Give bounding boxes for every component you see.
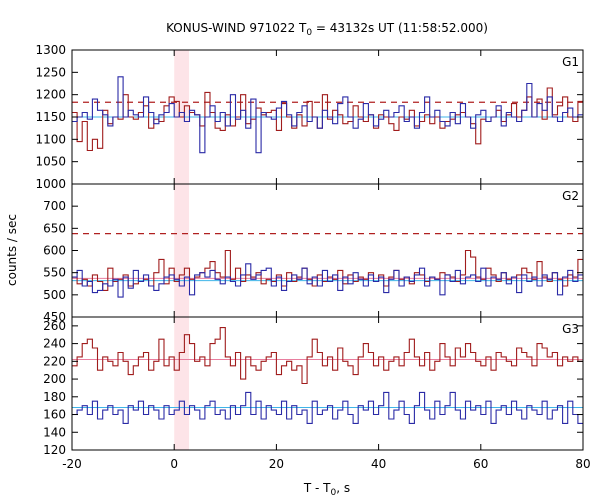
y-tick-label: 140 bbox=[43, 425, 66, 439]
panel-g2: 450 500 550 600 650 700 G2 bbox=[43, 183, 584, 324]
x-tick-label: 40 bbox=[371, 457, 386, 471]
panel-g3: 120 140 160 180 200 220 240 260 G3 bbox=[43, 316, 584, 457]
y-tick-label: 240 bbox=[43, 337, 66, 351]
y-tick-label: 1000 bbox=[35, 177, 66, 191]
y-tick-label: 1200 bbox=[35, 88, 66, 102]
y-tick-label: 450 bbox=[43, 310, 66, 324]
y-tick-label: 180 bbox=[43, 390, 66, 404]
y-tick-label: 200 bbox=[43, 372, 66, 386]
panels-layer: 1000105011001150120012501300G14505005506… bbox=[35, 43, 590, 471]
x-tick-label: 0 bbox=[170, 457, 178, 471]
series-blue-g1 bbox=[72, 76, 583, 154]
y-tick-label: 160 bbox=[43, 408, 66, 422]
y-tick-label: 1150 bbox=[35, 110, 66, 124]
panel-frame bbox=[71, 183, 584, 318]
y-tick-label: 500 bbox=[43, 288, 66, 302]
x-tick-label: -20 bbox=[62, 457, 82, 471]
y-tick-label: 220 bbox=[43, 354, 66, 368]
y-tick-label: 1050 bbox=[35, 155, 66, 169]
y-tick-label: 550 bbox=[43, 266, 66, 280]
y-tick-label: 1300 bbox=[35, 43, 66, 57]
y-tick-label: 600 bbox=[43, 244, 66, 258]
series-red-g3 bbox=[72, 327, 583, 385]
x-tick-label: 80 bbox=[575, 457, 590, 471]
y-axis-label: counts / sec bbox=[5, 214, 19, 286]
panel-g1: 1000 1050 1100 1150 1200 1250 1300 G1 bbox=[35, 43, 584, 191]
chart-title: KONUS-WIND 971022 T0 = 43132s UT (11:58:… bbox=[166, 21, 488, 38]
x-tick-label: 20 bbox=[269, 457, 284, 471]
x-tick-label: 60 bbox=[473, 457, 488, 471]
y-tick-label: 120 bbox=[43, 443, 66, 457]
panel-label: G1 bbox=[562, 55, 579, 69]
series-blue-g3 bbox=[72, 391, 583, 424]
y-tick-label: 260 bbox=[43, 319, 66, 333]
trigger-highlight-band bbox=[174, 50, 190, 450]
series-blue-g2 bbox=[72, 263, 583, 298]
y-tick-label: 1250 bbox=[35, 65, 66, 79]
y-tick-label: 700 bbox=[43, 199, 66, 213]
panel-frame bbox=[71, 316, 584, 451]
x-axis-label: T - T0, s bbox=[303, 481, 350, 498]
panel-label: G3 bbox=[562, 322, 579, 336]
y-tick-label: 650 bbox=[43, 221, 66, 235]
y-tick-label: 1100 bbox=[35, 132, 66, 146]
panel-label: G2 bbox=[562, 189, 579, 203]
